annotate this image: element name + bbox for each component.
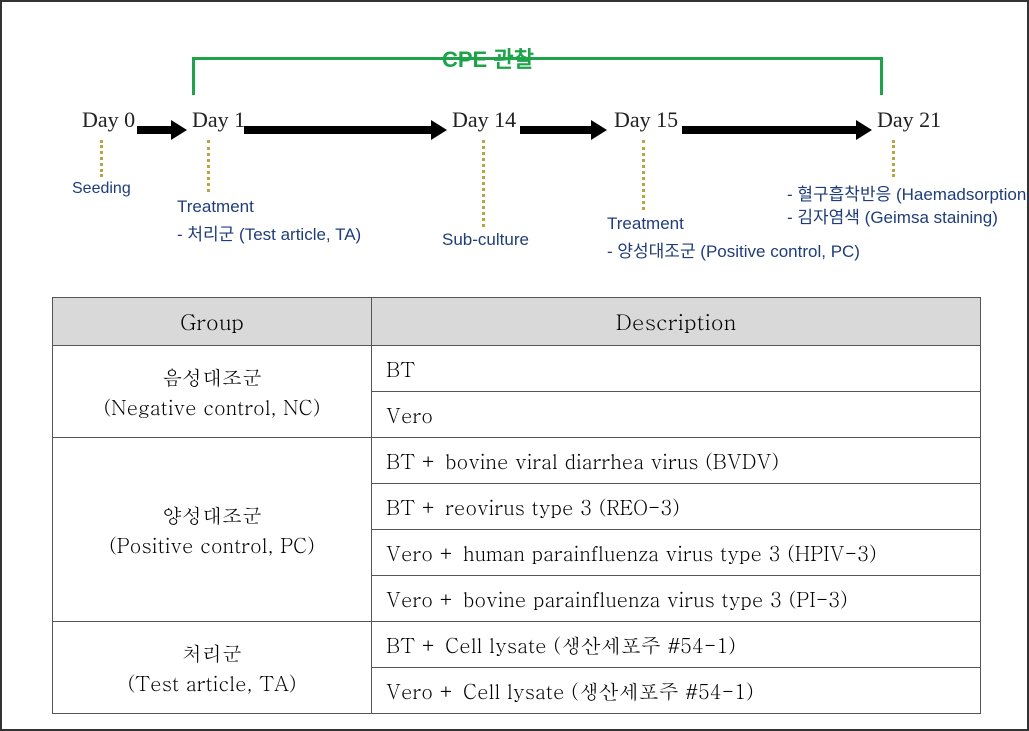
arrow-head-icon [171, 120, 187, 140]
timeline-note: - 김자염색 (Geimsa staining) [787, 203, 998, 228]
group-name-line1: 양성대조군 [67, 500, 357, 530]
arrow-line [520, 126, 593, 134]
table-header-group: Group [53, 298, 372, 346]
dashed-connector [892, 140, 895, 177]
figure-container: CPE 관찰 Day 0Day 1Day 14Day 15Day 21 Seed… [0, 0, 1029, 731]
timeline-note: - 처리군 (Test article, TA) [177, 220, 361, 245]
group-name-line1: 처리군 [67, 638, 357, 668]
group-cell: 음성대조군(Negative control, NC) [53, 346, 372, 438]
arrow-head-icon [431, 120, 447, 140]
arrow-line [244, 126, 433, 134]
group-name-line2: (Positive control, PC) [67, 530, 357, 560]
table-body: 음성대조군(Negative control, NC)BTVero양성대조군(P… [53, 346, 981, 714]
description-cell: Vero [372, 392, 981, 438]
timeline-note: - 혈구흡착반응 (Haemadsorption, HAD) [787, 180, 1029, 205]
dashed-connector [100, 140, 103, 177]
group-name-line2: (Negative control, NC) [67, 392, 357, 422]
timeline-note: Sub-culture [442, 230, 529, 250]
description-cell: Vero + human parainfluenza virus type 3 … [372, 530, 981, 576]
timeline-note: Treatment [177, 197, 254, 217]
table-row: 음성대조군(Negative control, NC)BT [53, 346, 981, 392]
group-name-line1: 음성대조군 [67, 362, 357, 392]
group-cell: 양성대조군(Positive control, PC) [53, 438, 372, 622]
description-cell: BT [372, 346, 981, 392]
description-cell: BT + Cell lysate (생산세포주 #54-1) [372, 622, 981, 668]
day-label: Day 15 [614, 107, 678, 133]
arrow-head-icon [591, 120, 607, 140]
table-header-description: Description [372, 298, 981, 346]
description-cell: BT + reovirus type 3 (REO-3) [372, 484, 981, 530]
dashed-connector [642, 140, 645, 210]
timeline-note: Treatment [607, 214, 684, 234]
day-label: Day 14 [452, 107, 516, 133]
table-row: 처리군(Test article, TA)BT + Cell lysate (생… [53, 622, 981, 668]
arrow-head-icon [856, 120, 872, 140]
day-label: Day 1 [192, 107, 245, 133]
dashed-connector [207, 140, 210, 192]
description-cell: BT + bovine viral diarrhea virus (BVDV) [372, 438, 981, 484]
group-cell: 처리군(Test article, TA) [53, 622, 372, 714]
day-label: Day 21 [877, 107, 941, 133]
group-name-line2: (Test article, TA) [67, 668, 357, 698]
description-cell: Vero + Cell lysate (생산세포주 #54-1) [372, 668, 981, 714]
arrow-line [137, 126, 173, 134]
timeline-area: CPE 관찰 Day 0Day 1Day 14Day 15Day 21 Seed… [2, 2, 1027, 282]
description-cell: Vero + bovine parainfluenza virus type 3… [372, 576, 981, 622]
dashed-connector [482, 140, 485, 227]
arrow-line [682, 126, 858, 134]
day-label: Day 0 [82, 107, 135, 133]
cpe-bracket [192, 57, 883, 95]
table-row: 양성대조군(Positive control, PC)BT + bovine v… [53, 438, 981, 484]
groups-table: Group Description 음성대조군(Negative control… [52, 297, 981, 714]
timeline-note: Seeding [72, 180, 131, 198]
groups-table-wrap: Group Description 음성대조군(Negative control… [52, 297, 981, 714]
timeline-note: - 양성대조군 (Positive control, PC) [607, 237, 860, 262]
